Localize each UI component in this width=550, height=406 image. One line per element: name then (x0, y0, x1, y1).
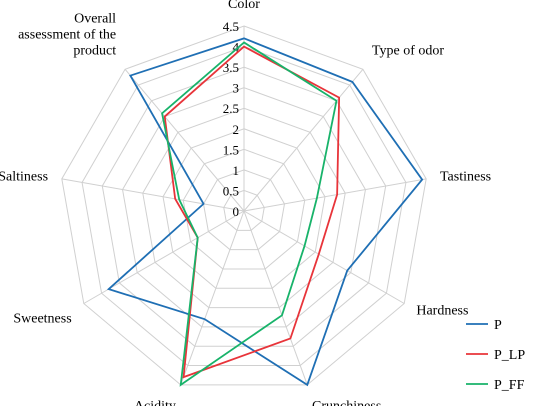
axis-labels: Color Type of odor Tastiness Hardness Crunch… (0, 0, 491, 406)
axis-label: Tastiness (440, 169, 491, 184)
grid-spoke (124, 68, 245, 212)
grid-spoke (61, 178, 245, 212)
tick-label: 1.5 (223, 142, 239, 157)
grid-ring (182, 148, 306, 270)
radial-tick-labels: 0 0.5 1 1.5 2 2.5 3 3.5 4 4.5 (223, 19, 240, 219)
axis-label: Saltiness (0, 169, 48, 184)
grid-ring (81, 46, 407, 367)
axis-label: Acidity (134, 399, 176, 406)
legend-label: P (494, 318, 502, 333)
grid-ring (223, 189, 265, 231)
series-line-p-lp (163, 45, 341, 379)
tick-label: 4.5 (223, 19, 239, 34)
grid-spoke (243, 178, 427, 212)
series-group (106, 37, 424, 387)
series-line-p-ff (161, 41, 338, 387)
tick-label: 4 (233, 40, 240, 55)
axis-label: Type of odor (372, 44, 444, 59)
grid-spoke (243, 68, 364, 212)
legend-label: P_LP (494, 348, 525, 363)
axis-label: Overall assessment of the product (18, 12, 116, 59)
axis-label: Sweetness (13, 312, 71, 327)
grid-ring (162, 128, 326, 289)
tick-label: 2.5 (223, 101, 239, 116)
grid-ring (101, 66, 387, 347)
tick-label: 1 (233, 163, 240, 178)
axis-label: Hardness (416, 304, 468, 319)
grid-ring (61, 25, 427, 386)
grid-ring (142, 107, 346, 309)
radar-grid (61, 25, 427, 386)
legend: P P_LP P_FF (466, 318, 525, 393)
tick-label: 2 (233, 122, 240, 137)
legend-label: P_FF (494, 378, 525, 393)
grid-ring (122, 87, 366, 328)
grid-spoke (180, 210, 245, 386)
axis-label: Color (228, 0, 260, 12)
grid-spoke (243, 210, 308, 386)
tick-label: 0 (233, 204, 240, 219)
grid-spoke (243, 210, 405, 304)
tick-label: 3 (233, 81, 240, 96)
tick-label: 3.5 (223, 60, 239, 75)
tick-label: 0.5 (223, 183, 239, 198)
axis-label: Crunchiness (312, 399, 381, 406)
grid-ring (202, 169, 286, 251)
